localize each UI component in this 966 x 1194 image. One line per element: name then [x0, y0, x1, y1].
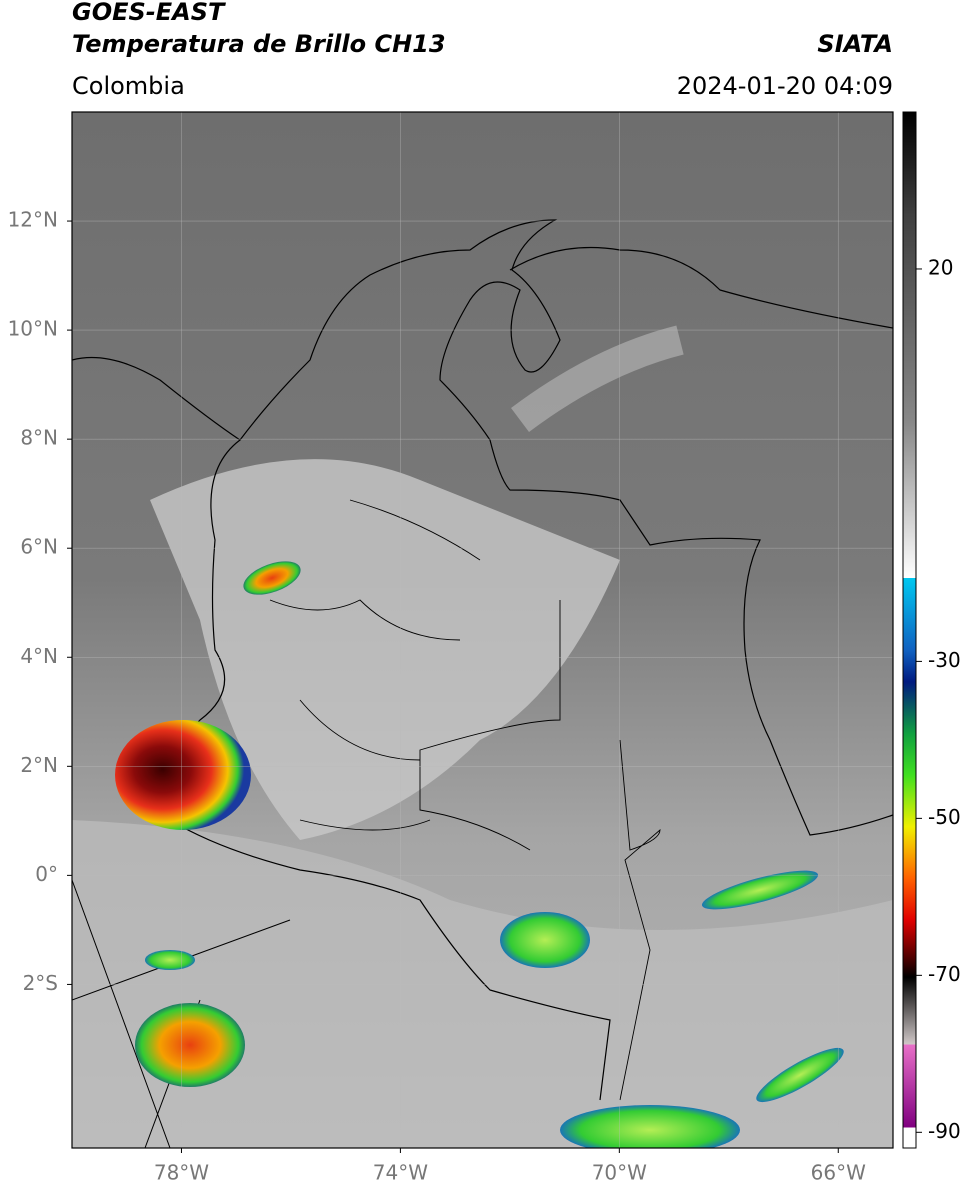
colorbar-tick-label: -30: [928, 648, 961, 672]
cloud-field: [72, 820, 893, 1148]
colorbar: [902, 111, 917, 1149]
convective-cell: [243, 561, 301, 595]
y-tick-label: 2°S: [23, 971, 58, 995]
convective-cell: [135, 1003, 245, 1087]
graticule: [72, 112, 893, 1148]
colorbar-tick-label: -50: [928, 805, 961, 829]
title: GOES-EAST: [72, 0, 226, 26]
y-tick-label: 8°N: [20, 426, 58, 450]
map-frame: [71, 111, 894, 1149]
y-tick-label: 2°N: [20, 753, 58, 777]
convective-cell: [500, 912, 590, 968]
x-tick-label: 74°W: [373, 1161, 428, 1185]
region: Colombia: [72, 72, 185, 100]
x-tick-label: 66°W: [811, 1161, 866, 1185]
cloud-field: [150, 459, 620, 840]
y-tick-label: 4°N: [20, 644, 58, 668]
convective-cell: [756, 1047, 844, 1103]
convective-cell: [145, 950, 195, 970]
datetime: 2024-01-20 04:09: [677, 72, 893, 100]
y-tick-label: 0°: [35, 862, 58, 886]
y-tick-label: 6°N: [20, 535, 58, 559]
convective-cell: [701, 870, 819, 910]
y-tick-label: 12°N: [8, 208, 58, 232]
convective-cell: [115, 720, 251, 830]
cloud-band: [511, 325, 684, 433]
colorbar-tick-label: -90: [928, 1119, 961, 1143]
satellite-image: [72, 112, 893, 1148]
convective-cell: [560, 1105, 740, 1148]
x-tick-label: 70°W: [592, 1161, 647, 1185]
subtitle: Temperatura de Brillo CH13: [72, 30, 446, 58]
coastline: [509, 246, 893, 329]
colorbar-tick-label: 20: [928, 255, 953, 279]
y-tick-label: 10°N: [8, 317, 58, 341]
x-tick-label: 78°W: [154, 1161, 209, 1185]
colorbar-tick-label: -70: [928, 962, 961, 986]
source: SIATA: [817, 30, 893, 58]
coastline-border: [72, 219, 893, 836]
department-borders: [269, 499, 661, 1101]
